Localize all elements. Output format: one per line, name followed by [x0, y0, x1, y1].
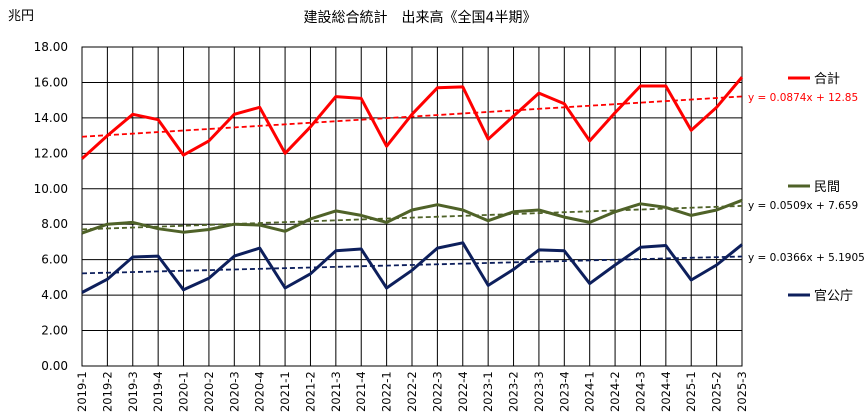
x-tick-label: 2022-3: [430, 371, 444, 412]
x-tick-label: 2023-1: [481, 371, 495, 412]
x-tick-label: 2022-1: [380, 371, 394, 412]
x-tick-label: 2025-1: [684, 371, 698, 412]
x-tick-label: 2021-1: [278, 371, 292, 412]
x-tick-label: 2022-2: [405, 371, 419, 412]
x-tick-label: 2023-3: [532, 371, 546, 412]
x-tick-label: 2020-1: [177, 371, 191, 412]
x-tick-label: 2022-4: [456, 371, 470, 412]
y-tick-label: 6.00: [41, 253, 68, 267]
x-tick-label: 2024-2: [608, 371, 622, 412]
trendline-equation: y = 0.0509x + 7.659: [748, 200, 858, 212]
y-tick-label: 8.00: [41, 217, 68, 231]
y-tick-label: 2.00: [41, 324, 68, 338]
y-tick-label: 4.00: [41, 288, 68, 302]
x-tick-label: 2023-2: [507, 371, 521, 412]
x-tick-label: 2024-1: [583, 371, 597, 412]
series-line-官公庁: [81, 241, 743, 294]
legend: 合計 y = 0.0874x + 12.85 民間 y = 0.0509x + 7.6…: [748, 71, 864, 304]
x-tick-label: 2019-2: [100, 371, 114, 412]
y-tick-label: 16.00: [34, 75, 68, 89]
trendline-equation: y = 0.0874x + 12.85: [748, 92, 858, 104]
chart-title: 建設総合統計 出来高《全国4半期》: [304, 9, 537, 26]
x-tick-label: 2024-3: [633, 371, 647, 412]
x-tick-label: 2019-3: [126, 371, 140, 412]
trendline-equation: y = 0.0366x + 5.1905: [748, 252, 864, 264]
x-tick-label: 2024-4: [659, 371, 673, 412]
y-tick-label: 10.00: [34, 182, 68, 196]
series-line-合計: [80, 76, 744, 160]
trendline-官公庁: [81, 255, 743, 275]
series-lines: [80, 76, 744, 294]
legend-label: 合計: [814, 71, 840, 87]
x-tick-label: 2025-3: [735, 371, 749, 412]
y-tick-label: 12.00: [34, 146, 68, 160]
y-tick-labels: 0.00 2.00 4.00 6.00 8.00 10.00 12.00 14.00 16.00…: [34, 40, 68, 373]
x-tick-label: 2025-2: [710, 371, 724, 412]
y-tick-label: 14.00: [34, 111, 68, 125]
x-tick-label: 2021-4: [354, 371, 368, 412]
x-tick-labels: 2019-1 2019-2 2019-3 2019-4 2020-1 2020-2 2020…: [75, 371, 749, 412]
x-tick-label: 2023-4: [557, 371, 571, 412]
x-tick-label: 2021-2: [303, 371, 317, 412]
x-tick-label: 2020-2: [202, 371, 216, 412]
x-tick-label: 2019-1: [75, 371, 89, 412]
series-line-民間: [81, 198, 743, 235]
y-tick-label: 0.00: [41, 359, 68, 373]
x-tick-label: 2020-4: [253, 371, 267, 412]
trendline-民間: [81, 205, 743, 231]
y-tick-label: 18.00: [34, 40, 68, 54]
y-axis-unit-label: 兆円: [8, 9, 34, 24]
legend-label: 民間: [814, 180, 840, 195]
x-tick-label: 2019-4: [151, 371, 165, 412]
x-tick-label: 2021-3: [329, 371, 343, 412]
x-tick-label: 2020-3: [227, 371, 241, 412]
legend-label: 官公庁: [814, 288, 853, 304]
grid-layer: [81, 46, 743, 367]
